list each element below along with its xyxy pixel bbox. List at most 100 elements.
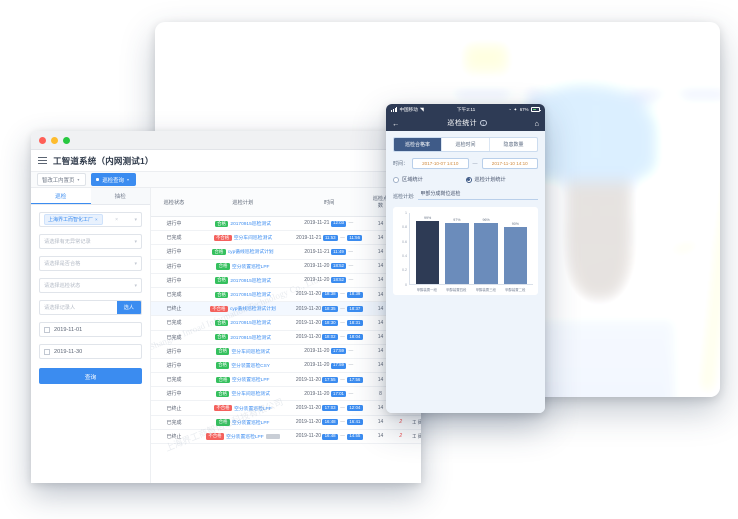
qualified-badge: 合格 xyxy=(214,291,229,298)
radio-plan-stat[interactable]: 巡检计划统计 xyxy=(465,176,539,183)
home-icon[interactable]: ⌂ xyxy=(534,118,539,128)
plan-name[interactable]: 20170915巡检测试 xyxy=(230,293,271,299)
segment-hazard-count[interactable]: 隐患数量 xyxy=(489,138,537,151)
cell-points: 14 xyxy=(369,259,392,274)
chart-bar-column[interactable]: 96% xyxy=(474,213,498,284)
cell-type: 工艺巡检 xyxy=(410,415,416,430)
area-status-select[interactable]: 请选择巡检状态 ▾ xyxy=(39,278,142,293)
chart-bar[interactable] xyxy=(415,221,440,284)
date-start-input[interactable]: 2019-11-01 xyxy=(39,322,142,337)
recorder-input[interactable]: 请选择记录人 选人 xyxy=(39,300,142,315)
tab-inspection-query[interactable]: 巡检查询 ▾ xyxy=(91,173,136,186)
plan-name[interactable]: cyp循线巡检测试计划 xyxy=(229,307,276,313)
plan-name[interactable]: 空分装置巡检LPF xyxy=(226,434,264,440)
chart-bar-value-label: 97% xyxy=(453,217,461,222)
plan-name[interactable]: 空分装置巡检LPF xyxy=(231,420,270,426)
cell-status: 已终止 xyxy=(151,301,197,317)
chevron-down-icon: ▾ xyxy=(134,260,137,267)
plan-name[interactable]: 空分装置巡检LPF xyxy=(231,378,270,384)
plan-name[interactable]: 空分车间巡检测试 xyxy=(231,392,270,398)
plan-name[interactable]: 20170915巡检测试 xyxy=(230,222,271,228)
time-start-badge: 17:59 xyxy=(330,348,347,355)
time-start-badge: 18:30 xyxy=(322,320,338,326)
window-maximize-button[interactable] xyxy=(63,136,70,144)
plan-name[interactable]: 20170915巡检测试 xyxy=(230,335,271,341)
battery-icon xyxy=(531,107,541,112)
pass-rate-bar-chart: 0 0.2 0.4 0.6 0.8 1 99% 97% 96% 90% 甲醇装置一段 甲醇装置四段… xyxy=(393,206,538,295)
chart-bars: 99% 97% 96% 90% xyxy=(410,213,533,284)
sidebar-tab-sampling[interactable]: 抽检 xyxy=(90,188,150,204)
metric-segmented-control: 巡检合格率 巡检时间 隐患数量 xyxy=(393,137,538,152)
cell-time: 2019-11-21 12:03 — xyxy=(288,216,370,232)
cell-time: 2019-11-20 17:59 — xyxy=(288,358,370,374)
choose-person-button[interactable]: 选人 xyxy=(116,301,141,314)
radio-area-stat[interactable]: 区域统计 xyxy=(393,176,466,183)
segment-inspection-time[interactable]: 巡检时间 xyxy=(441,138,489,151)
time-start-badge: 11:49 xyxy=(330,249,347,256)
cell-time: 2019-11-20 17:59 — xyxy=(288,344,370,359)
plan-name[interactable]: 空分车间巡检测试 xyxy=(233,236,273,242)
time-end-badge: 18:39 xyxy=(347,291,363,298)
cell-status: 已完成 xyxy=(151,415,197,430)
table-row[interactable]: 已完成 合格 20170915巡检测试 2019-11-20 18:30 — 18:3… xyxy=(151,315,421,331)
cell-time: 2019-11-20 16:48 — 16:41 xyxy=(288,415,370,430)
abnormal-record-select[interactable]: 请选择有无异常记录 ▾ xyxy=(39,234,142,249)
tab-inner-page[interactable]: 智改工内置页 ▾ xyxy=(37,173,87,186)
window-close-button[interactable] xyxy=(39,136,46,144)
plan-name[interactable]: 20170915巡检测试 xyxy=(230,278,271,284)
plan-name[interactable]: 20170915巡检测试 xyxy=(230,321,271,327)
hamburger-icon[interactable] xyxy=(38,157,47,164)
time-start-input[interactable]: 2017-10-07 14:10 xyxy=(412,158,469,170)
plan-name[interactable]: 空分装置巡检LPF xyxy=(234,406,272,412)
date-end-input[interactable]: 2019-11-30 xyxy=(39,344,142,359)
chart-bar-column[interactable]: 99% xyxy=(415,213,440,284)
table-row[interactable]: 已完成 合格 空分装置巡检LPF 2019-11-20 17:55 — 17:56 14… xyxy=(151,372,421,388)
back-arrow-icon[interactable]: ← xyxy=(392,118,400,128)
sidebar-tab-inspection[interactable]: 巡检 xyxy=(31,188,91,204)
cell-plan: 合格 20170915巡检测试 xyxy=(196,216,289,232)
plan-name[interactable]: 空分装置巡检LPF xyxy=(231,264,270,270)
qualified-select[interactable]: 请选择是否合格 ▾ xyxy=(39,256,142,271)
plan-name[interactable]: 空分车间巡检测试 xyxy=(231,349,270,355)
table-row[interactable]: 已终止 不合格 cyp循线巡检测试计划 2019-11-20 18:35 — 18:3… xyxy=(151,301,421,317)
window-minimize-button[interactable] xyxy=(51,136,58,144)
table-row[interactable]: 已终止 不合格 空分装置巡检LPF 2019-11-20 17:03 — 12:04 1… xyxy=(151,400,421,416)
search-button[interactable]: 查询 xyxy=(39,368,142,384)
time-end-badge: 12:04 xyxy=(347,405,363,412)
table-row[interactable]: 已终止 不合格 空分装置巡检LPF 2019-11-20 16:48 — 14:55 1… xyxy=(151,429,421,445)
chart-bar[interactable] xyxy=(445,222,469,284)
table-row[interactable]: 已完成 合格 20170915巡检测试 2019-11-20 18:02 — 18:0… xyxy=(151,330,421,345)
qualified-badge: 合格 xyxy=(214,319,229,327)
segment-pass-rate[interactable]: 巡检合格率 xyxy=(394,138,441,151)
date-end-value: 2019-11-30 xyxy=(54,348,83,355)
chip-remove-icon[interactable]: × xyxy=(95,217,98,222)
qualified-badge: 不合格 xyxy=(213,234,232,242)
plan-value[interactable]: 甲部分成岗位巡检 xyxy=(418,190,538,200)
table-row[interactable]: 已完成 合格 20170915巡检测试 2019-11-20 18:38 — 18:3… xyxy=(151,287,421,303)
cell-points: 14 xyxy=(369,315,392,331)
time-end-input[interactable]: 2017-11-10 14:10 xyxy=(481,158,539,170)
table-row[interactable]: 已完成 不合格 空分车间巡检测试 2019-11-21 11:53 — 11:56 14… xyxy=(151,230,421,246)
cell-status: 进行中 xyxy=(151,358,197,374)
table-row[interactable]: 已完成 合格 空分装置巡检LPF 2019-11-20 16:48 — 16:41 14… xyxy=(151,415,421,430)
cell-time: 2019-11-20 17:01 — xyxy=(288,386,370,402)
chart-x-label: 甲醇装置四段 xyxy=(446,287,467,292)
plan-name[interactable]: 空分装置巡检CSY xyxy=(231,363,271,369)
info-icon[interactable]: i xyxy=(480,119,487,127)
chart-bar[interactable] xyxy=(503,227,528,284)
plan-name[interactable]: cyp循线巡检测试计划 xyxy=(227,250,274,256)
chart-bar-column[interactable]: 90% xyxy=(503,213,528,284)
chart-bar-column[interactable]: 97% xyxy=(445,213,469,284)
browser-content: 巡检 抽检 上海界工而智化工厂 × × ▾ 请选择有无异常记录 ▾ xyxy=(31,188,421,483)
clear-icon[interactable]: × xyxy=(115,216,119,223)
time-range-label: 时间： xyxy=(393,161,409,168)
factory-select[interactable]: 上海界工而智化工厂 × × ▾ xyxy=(39,212,142,227)
chart-bar[interactable] xyxy=(474,223,498,284)
